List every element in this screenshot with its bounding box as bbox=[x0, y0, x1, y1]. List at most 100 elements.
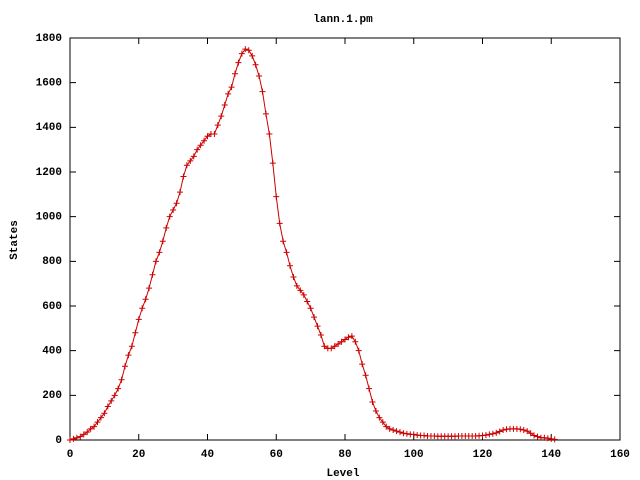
data-point bbox=[159, 238, 166, 245]
data-point bbox=[122, 363, 128, 370]
data-point bbox=[173, 200, 180, 207]
data-point bbox=[256, 72, 263, 79]
x-tick-label: 160 bbox=[610, 449, 630, 461]
data-point bbox=[142, 296, 149, 303]
data-point bbox=[232, 70, 238, 77]
data-point bbox=[183, 162, 190, 169]
data-point bbox=[238, 50, 245, 57]
data-point bbox=[187, 157, 194, 164]
data-point bbox=[108, 397, 115, 404]
data-point bbox=[317, 332, 324, 339]
data-point bbox=[252, 61, 259, 68]
y-tick-label: 1200 bbox=[36, 167, 62, 179]
data-point bbox=[73, 434, 80, 441]
data-point bbox=[259, 88, 266, 95]
data-point bbox=[132, 329, 139, 336]
data-point bbox=[359, 361, 366, 368]
data-point bbox=[111, 392, 118, 399]
data-point bbox=[101, 410, 108, 417]
data-point bbox=[489, 430, 496, 437]
y-tick-label: 1800 bbox=[36, 33, 62, 45]
data-point bbox=[331, 343, 338, 350]
data-point bbox=[390, 426, 397, 433]
data-point bbox=[524, 428, 531, 435]
x-tick-label: 120 bbox=[473, 449, 493, 461]
data-point bbox=[311, 314, 318, 321]
data-point bbox=[204, 133, 211, 140]
data-point bbox=[266, 131, 273, 138]
data-point bbox=[287, 262, 293, 269]
data-point bbox=[362, 372, 369, 379]
x-tick-label: 60 bbox=[270, 449, 283, 461]
data-point bbox=[194, 146, 201, 153]
data-point bbox=[520, 426, 527, 433]
y-tick-label: 0 bbox=[55, 435, 62, 447]
data-point bbox=[146, 285, 153, 292]
data-point bbox=[379, 419, 386, 426]
data-point bbox=[276, 220, 283, 227]
data-point bbox=[152, 258, 159, 265]
data-point bbox=[221, 102, 228, 108]
data-point bbox=[283, 249, 290, 256]
data-point bbox=[104, 403, 111, 410]
data-point bbox=[91, 423, 98, 430]
data-point bbox=[177, 189, 183, 196]
data-point bbox=[242, 46, 249, 53]
data-point bbox=[527, 430, 534, 437]
data-point bbox=[87, 425, 94, 432]
data-point bbox=[170, 206, 177, 213]
data-point bbox=[342, 336, 348, 343]
data-point bbox=[338, 338, 345, 345]
data-point bbox=[531, 432, 538, 439]
data-point bbox=[225, 90, 232, 97]
x-tick-label: 80 bbox=[338, 449, 351, 461]
data-point bbox=[386, 425, 393, 432]
data-point bbox=[314, 323, 321, 330]
data-point bbox=[97, 414, 104, 421]
data-point bbox=[125, 352, 132, 359]
data-point bbox=[94, 419, 101, 426]
chart-title: lann.1.pm bbox=[313, 14, 373, 26]
data-point bbox=[156, 249, 163, 256]
data-point bbox=[201, 137, 208, 144]
data-point bbox=[269, 160, 276, 167]
data-point bbox=[376, 414, 383, 421]
data-point bbox=[372, 407, 379, 414]
data-point bbox=[163, 224, 170, 231]
data-point bbox=[280, 238, 287, 245]
data-point bbox=[235, 59, 242, 66]
data-point bbox=[77, 433, 84, 440]
data-point bbox=[249, 52, 256, 59]
data-point bbox=[128, 343, 135, 350]
data-point bbox=[544, 435, 551, 442]
data-point bbox=[328, 345, 335, 352]
data-point bbox=[383, 423, 390, 430]
data-point bbox=[273, 193, 280, 200]
data-point bbox=[297, 287, 304, 294]
data-point bbox=[410, 431, 417, 438]
data-line bbox=[69, 48, 555, 441]
data-point bbox=[80, 431, 87, 438]
plot-frame bbox=[69, 37, 621, 441]
data-point bbox=[496, 428, 503, 435]
x-tick-label: 20 bbox=[132, 449, 145, 461]
data-point bbox=[166, 213, 173, 220]
y-tick-label: 1400 bbox=[36, 122, 62, 134]
data-point bbox=[304, 298, 311, 305]
x-tick-label: 40 bbox=[201, 449, 214, 461]
data-point bbox=[70, 435, 77, 442]
data-point bbox=[393, 428, 400, 435]
x-axis-label: Level bbox=[326, 468, 359, 480]
data-point bbox=[551, 436, 558, 443]
y-tick-label: 400 bbox=[42, 346, 62, 358]
data-point bbox=[534, 433, 541, 440]
data-point bbox=[262, 110, 269, 117]
data-point bbox=[139, 305, 146, 312]
y-tick-label: 600 bbox=[42, 301, 62, 313]
data-point bbox=[352, 338, 359, 345]
data-point bbox=[403, 430, 410, 437]
data-point bbox=[218, 113, 225, 120]
data-point bbox=[228, 84, 235, 91]
data-point bbox=[293, 282, 300, 289]
